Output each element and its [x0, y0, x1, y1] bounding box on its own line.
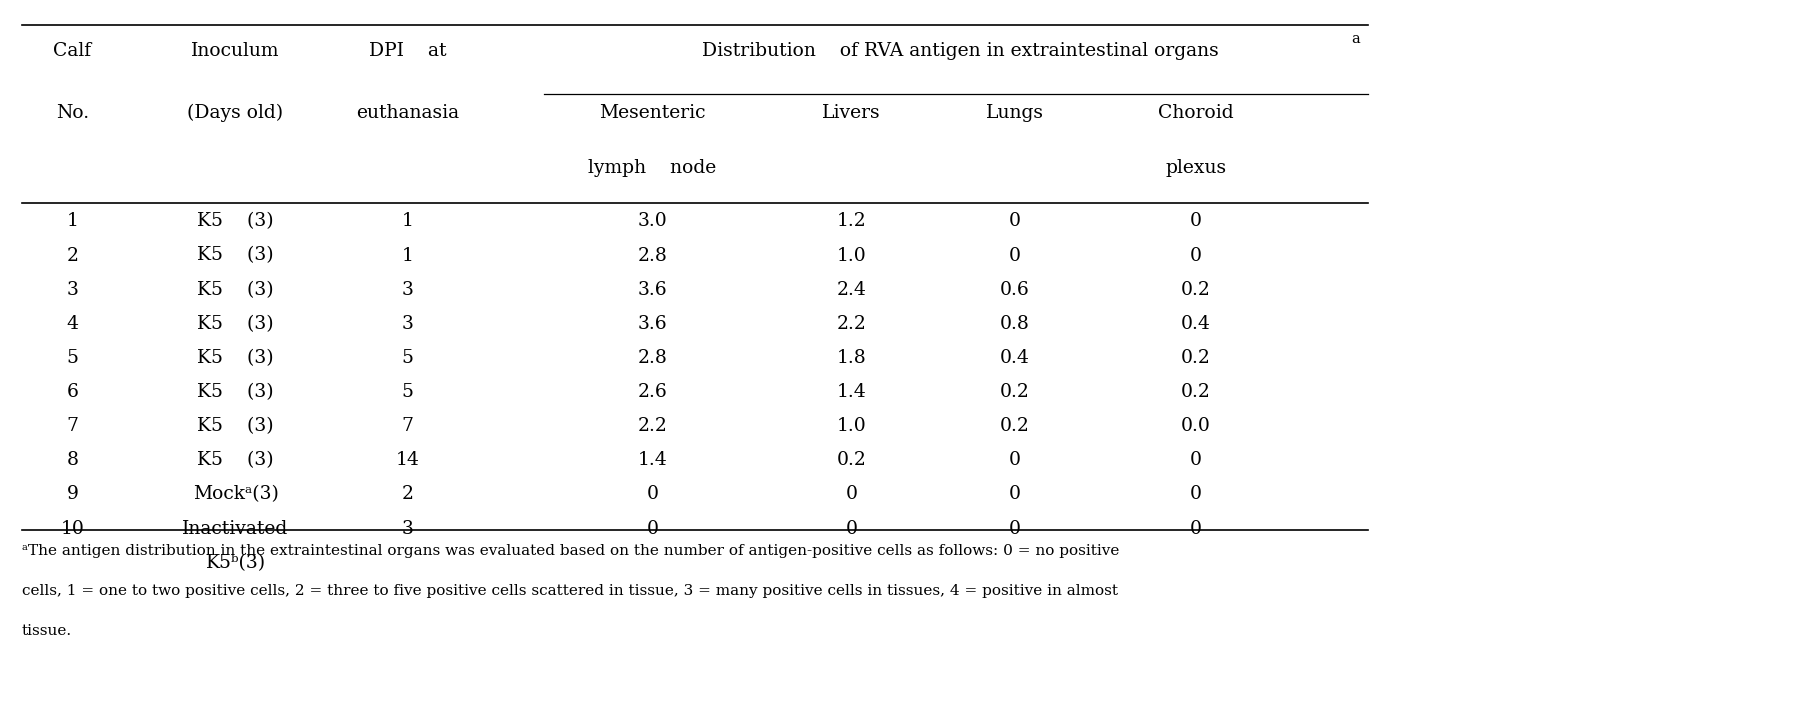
Text: 0: 0	[1190, 247, 1201, 264]
Text: 0.6: 0.6	[1000, 281, 1029, 298]
Text: 1.4: 1.4	[837, 383, 866, 401]
Text: K5    (3): K5 (3)	[198, 349, 274, 367]
Text: 0: 0	[1009, 247, 1020, 264]
Text: cells, 1 = one to two positive cells, 2 = three to five positive cells scattered: cells, 1 = one to two positive cells, 2 …	[22, 584, 1118, 598]
Text: 3.6: 3.6	[638, 281, 667, 298]
Text: 5: 5	[67, 349, 78, 367]
Text: 1: 1	[402, 213, 413, 230]
Text: K5    (3): K5 (3)	[198, 281, 274, 298]
Text: 0.8: 0.8	[1000, 315, 1029, 333]
Text: 0.2: 0.2	[1000, 383, 1029, 401]
Text: 5: 5	[402, 383, 413, 401]
Text: 1: 1	[402, 247, 413, 264]
Text: 2.8: 2.8	[638, 247, 667, 264]
Text: 0.4: 0.4	[1181, 315, 1210, 333]
Text: Distribution    of RVA antigen in extraintestinal organs: Distribution of RVA antigen in extrainte…	[701, 42, 1219, 60]
Text: 0: 0	[647, 486, 658, 503]
Text: 0: 0	[1009, 452, 1020, 469]
Text: Mockᵃ(3): Mockᵃ(3)	[192, 486, 279, 503]
Text: tissue.: tissue.	[22, 624, 72, 638]
Text: 0: 0	[1009, 486, 1020, 503]
Text: 2.8: 2.8	[638, 349, 667, 367]
Text: (Days old): (Days old)	[187, 103, 284, 122]
Text: K5    (3): K5 (3)	[198, 452, 274, 469]
Text: 1: 1	[67, 213, 78, 230]
Text: Livers: Livers	[823, 104, 881, 121]
Text: 2.6: 2.6	[638, 383, 667, 401]
Text: 7: 7	[67, 417, 78, 435]
Text: 3: 3	[67, 281, 78, 298]
Text: Lungs: Lungs	[986, 104, 1044, 121]
Text: K5    (3): K5 (3)	[198, 383, 274, 401]
Text: 3.0: 3.0	[638, 213, 667, 230]
Text: 0: 0	[1190, 213, 1201, 230]
Text: K5ᵇ(3): K5ᵇ(3)	[205, 554, 266, 571]
Text: 2.2: 2.2	[837, 315, 866, 333]
Text: 2: 2	[67, 247, 78, 264]
Text: No.: No.	[56, 104, 89, 121]
Text: 14: 14	[395, 452, 420, 469]
Text: 2: 2	[402, 486, 413, 503]
Text: 1.8: 1.8	[837, 349, 866, 367]
Text: 2.2: 2.2	[638, 417, 667, 435]
Text: 7: 7	[402, 417, 413, 435]
Text: 0.2: 0.2	[837, 452, 866, 469]
Text: 0.2: 0.2	[1181, 383, 1210, 401]
Text: Calf: Calf	[53, 42, 92, 60]
Text: 0: 0	[1009, 520, 1020, 537]
Text: K5    (3): K5 (3)	[198, 417, 274, 435]
Text: 0.4: 0.4	[1000, 349, 1029, 367]
Text: Inoculum: Inoculum	[192, 42, 279, 60]
Text: 4: 4	[67, 315, 78, 333]
Text: 0: 0	[846, 520, 857, 537]
Text: 0.2: 0.2	[1000, 417, 1029, 435]
Text: 0.0: 0.0	[1181, 417, 1210, 435]
Text: 0: 0	[1190, 486, 1201, 503]
Text: 3: 3	[402, 281, 413, 298]
Text: K5    (3): K5 (3)	[198, 213, 274, 230]
Text: 1.0: 1.0	[837, 417, 866, 435]
Text: 0: 0	[1190, 452, 1201, 469]
Text: 8: 8	[67, 452, 78, 469]
Text: 1.2: 1.2	[837, 213, 866, 230]
Text: ᵃThe antigen distribution in the extraintestinal organs was evaluated based on t: ᵃThe antigen distribution in the extrain…	[22, 544, 1120, 558]
Text: 0.2: 0.2	[1181, 281, 1210, 298]
Text: 0: 0	[1190, 520, 1201, 537]
Text: euthanasia: euthanasia	[357, 104, 458, 121]
Text: lymph    node: lymph node	[589, 160, 716, 177]
Text: 9: 9	[67, 486, 78, 503]
Text: 3: 3	[402, 315, 413, 333]
Text: K5    (3): K5 (3)	[198, 315, 274, 333]
Text: 10: 10	[60, 520, 85, 537]
Text: 3.6: 3.6	[638, 315, 667, 333]
Text: plexus: plexus	[1165, 160, 1227, 177]
Text: 5: 5	[402, 349, 413, 367]
Text: Choroid: Choroid	[1158, 104, 1234, 121]
Text: 1.0: 1.0	[837, 247, 866, 264]
Text: 3: 3	[402, 520, 413, 537]
Text: 0.2: 0.2	[1181, 349, 1210, 367]
Text: a: a	[1352, 32, 1359, 46]
Text: 0: 0	[647, 520, 658, 537]
Text: 2.4: 2.4	[837, 281, 866, 298]
Text: 0: 0	[846, 486, 857, 503]
Text: 0: 0	[1009, 213, 1020, 230]
Text: K5    (3): K5 (3)	[198, 247, 274, 264]
Text: Inactivated: Inactivated	[183, 520, 288, 537]
Text: 6: 6	[67, 383, 78, 401]
Text: Mesenteric: Mesenteric	[600, 104, 705, 121]
Text: DPI    at: DPI at	[370, 42, 446, 60]
Text: 1.4: 1.4	[638, 452, 667, 469]
